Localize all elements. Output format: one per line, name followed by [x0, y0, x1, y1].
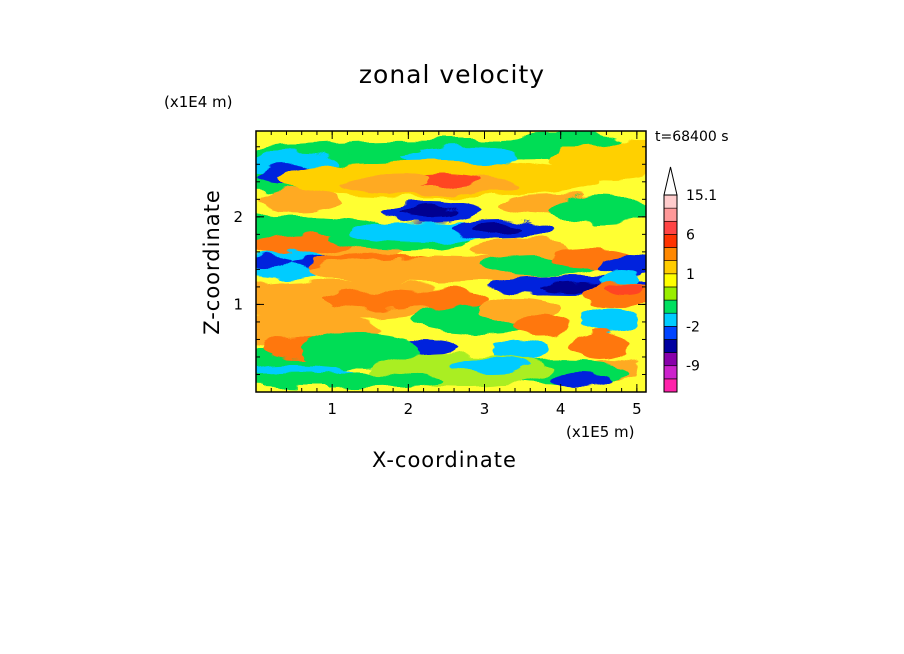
colorbar-extend-arrow [663, 166, 678, 196]
contour-patch [256, 235, 350, 255]
contour-patch [300, 332, 420, 368]
colorbar-swatch [663, 234, 678, 248]
colorbar-swatch [663, 352, 678, 367]
contour-patch [510, 315, 570, 335]
contour-patch [580, 308, 640, 332]
contour-patch [256, 372, 440, 388]
velocity-field [256, 131, 646, 392]
colorbar-swatch [663, 194, 678, 209]
contour-patch [410, 288, 490, 312]
x-tick-label: 4 [556, 400, 566, 418]
colorbar-swatch [663, 326, 678, 340]
colorbar-swatch [663, 365, 678, 380]
colorbar-tick-label: 6 [686, 227, 695, 243]
contour-patch [256, 254, 290, 270]
colorbar-swatch [663, 378, 678, 393]
contour-patch [260, 188, 340, 212]
contour-patch [550, 196, 646, 224]
contour-patch [475, 223, 525, 233]
colorbar-swatch [663, 207, 678, 222]
x-tick-label: 1 [327, 400, 337, 418]
contour-patch [550, 374, 610, 386]
chart-title: zonal velocity [358, 60, 546, 89]
contour-patch [600, 255, 646, 275]
x-axis-label: X-coordinate [372, 448, 517, 472]
contour-patch [605, 284, 645, 296]
colorbar-swatch [663, 286, 678, 301]
contour-patch [490, 338, 550, 362]
colorbar: 15.1 6 1 -2 -9 [663, 166, 717, 393]
colorbar-swatch [663, 312, 678, 327]
y-tick-label: 1 [233, 295, 243, 313]
contour-patch [320, 290, 440, 310]
x-tick-label: 3 [480, 400, 490, 418]
colorbar-swatch [663, 220, 678, 235]
contour-patch [450, 357, 530, 373]
contour-patch [370, 172, 430, 188]
colorbar-swatch [663, 299, 678, 314]
colorbar-tick-label: -2 [686, 319, 700, 335]
y-axis-unit: (x1E4 m) [164, 93, 233, 111]
contour-patch [470, 240, 570, 260]
contour-patch [400, 207, 460, 217]
time-label: t=68400 s [655, 129, 729, 145]
contour-patch [570, 331, 630, 359]
contour-patch [340, 142, 420, 158]
colorbar-swatch [663, 260, 678, 275]
plot-frame [255, 130, 647, 393]
x-tick-label: 5 [632, 400, 642, 418]
colorbar-swatch [663, 247, 678, 261]
x-tick-label: 2 [404, 400, 414, 418]
colorbar-tick-label: 1 [686, 267, 695, 283]
contour-patch [500, 132, 620, 148]
y-tick-label: 2 [233, 208, 243, 226]
colorbar-swatch [663, 339, 678, 353]
x-axis-unit: (x1E5 m) [566, 423, 635, 441]
colorbar-frame [663, 194, 678, 393]
axes: 1 2 3 4 5 1 2 [233, 131, 646, 418]
contour-patch [550, 140, 646, 180]
colorbar-swatch [663, 273, 678, 288]
colorbar-tick-label: -9 [686, 359, 700, 375]
colorbar-tick-label: 15.1 [686, 188, 717, 204]
